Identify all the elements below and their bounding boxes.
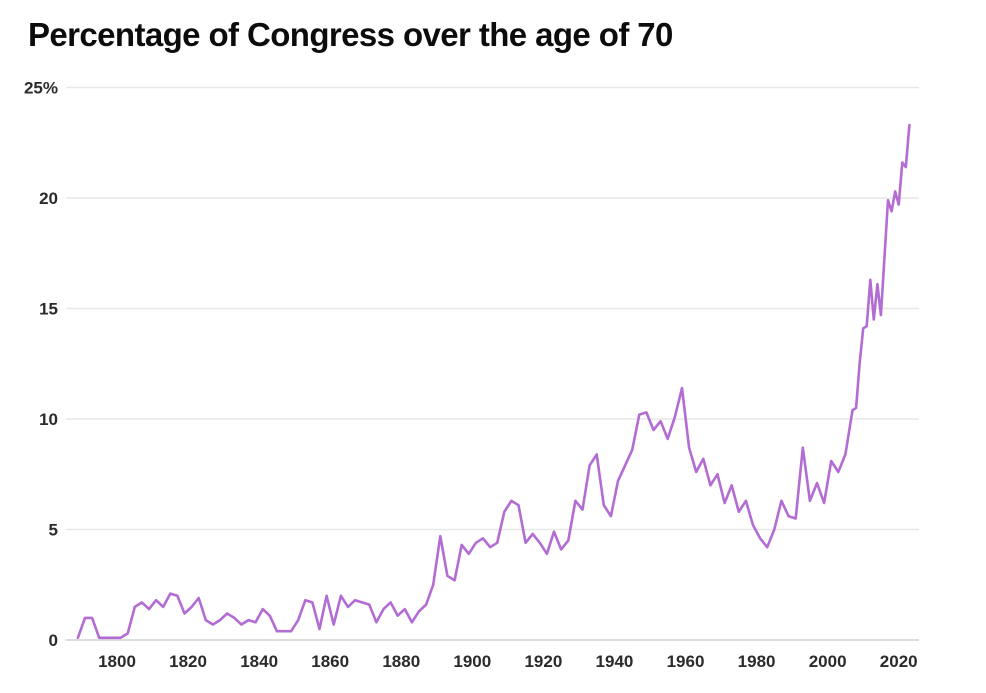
y-axis-tick-labels: 0 5 10 15 20 25% bbox=[24, 79, 58, 651]
x-tick-label-2020: 2020 bbox=[880, 652, 918, 671]
x-tick-label-1800: 1800 bbox=[98, 652, 136, 671]
y-tick-label-0: 0 bbox=[49, 631, 58, 650]
y-tick-label-25: 25% bbox=[24, 79, 58, 98]
x-tick-label-1940: 1940 bbox=[596, 652, 634, 671]
x-tick-label-1880: 1880 bbox=[382, 652, 420, 671]
x-tick-label-1980: 1980 bbox=[738, 652, 776, 671]
y-tick-label-10: 10 bbox=[39, 410, 58, 429]
x-tick-label-1840: 1840 bbox=[240, 652, 278, 671]
chart-title: Percentage of Congress over the age of 7… bbox=[28, 16, 673, 53]
x-tick-label-1900: 1900 bbox=[453, 652, 491, 671]
x-tick-label-2000: 2000 bbox=[809, 652, 847, 671]
y-tick-label-20: 20 bbox=[39, 189, 58, 208]
x-tick-label-1820: 1820 bbox=[169, 652, 207, 671]
data-line-percent-over-70 bbox=[76, 123, 911, 640]
x-tick-label-1960: 1960 bbox=[667, 652, 705, 671]
x-tick-label-1920: 1920 bbox=[524, 652, 562, 671]
x-tick-label-1860: 1860 bbox=[311, 652, 349, 671]
y-tick-label-5: 5 bbox=[49, 521, 58, 540]
x-axis-tick-labels: 1800 1820 1840 1860 1880 1900 1920 1940 1960 1980… bbox=[98, 652, 918, 671]
gridlines bbox=[66, 86, 919, 641]
y-tick-label-15: 15 bbox=[39, 300, 58, 319]
